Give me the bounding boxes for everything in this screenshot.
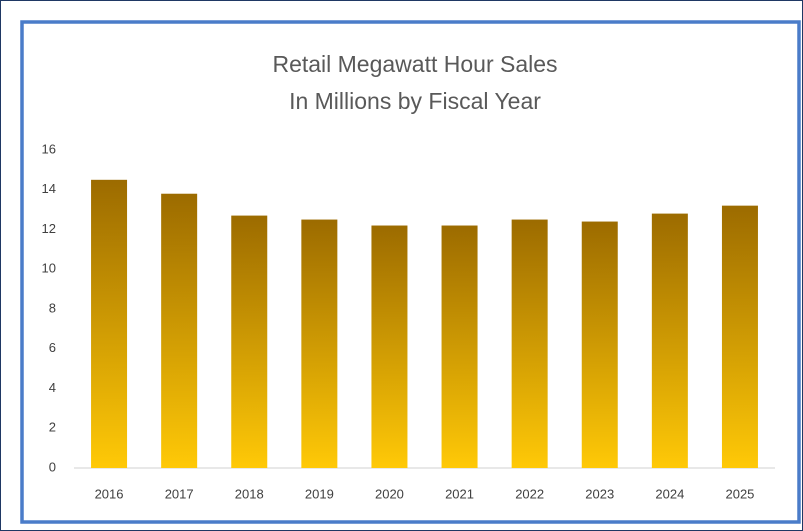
y-tick-label: 14 <box>42 181 56 196</box>
y-tick-label: 12 <box>42 221 56 236</box>
chart-title: Retail Megawatt Hour Sales <box>272 51 557 77</box>
x-tick-label: 2021 <box>445 486 474 501</box>
y-tick-label: 8 <box>49 300 56 315</box>
bar <box>651 213 688 468</box>
bar <box>91 179 128 468</box>
bar <box>161 193 198 468</box>
chart-title: In Millions by Fiscal Year <box>289 88 541 114</box>
bar <box>371 225 408 468</box>
x-tick-label: 2019 <box>305 486 334 501</box>
x-tick-label: 2022 <box>515 486 544 501</box>
y-tick-label: 2 <box>49 420 56 435</box>
x-tick-label: 2025 <box>725 486 754 501</box>
x-tick-label: 2016 <box>95 486 124 501</box>
x-tick-label: 2020 <box>375 486 404 501</box>
x-tick-label: 2017 <box>165 486 194 501</box>
bar <box>721 205 758 468</box>
x-tick-label: 2023 <box>585 486 614 501</box>
bar <box>581 221 618 468</box>
bar <box>231 215 268 468</box>
x-tick-label: 2018 <box>235 486 264 501</box>
bar <box>441 225 478 468</box>
x-tick-label: 2024 <box>655 486 684 501</box>
y-tick-label: 4 <box>49 380 56 395</box>
y-tick-label: 10 <box>42 261 56 276</box>
y-tick-label: 0 <box>49 459 56 474</box>
bar <box>511 219 548 468</box>
y-tick-label: 6 <box>49 340 56 355</box>
bar <box>301 219 338 468</box>
y-tick-label: 16 <box>42 141 56 156</box>
